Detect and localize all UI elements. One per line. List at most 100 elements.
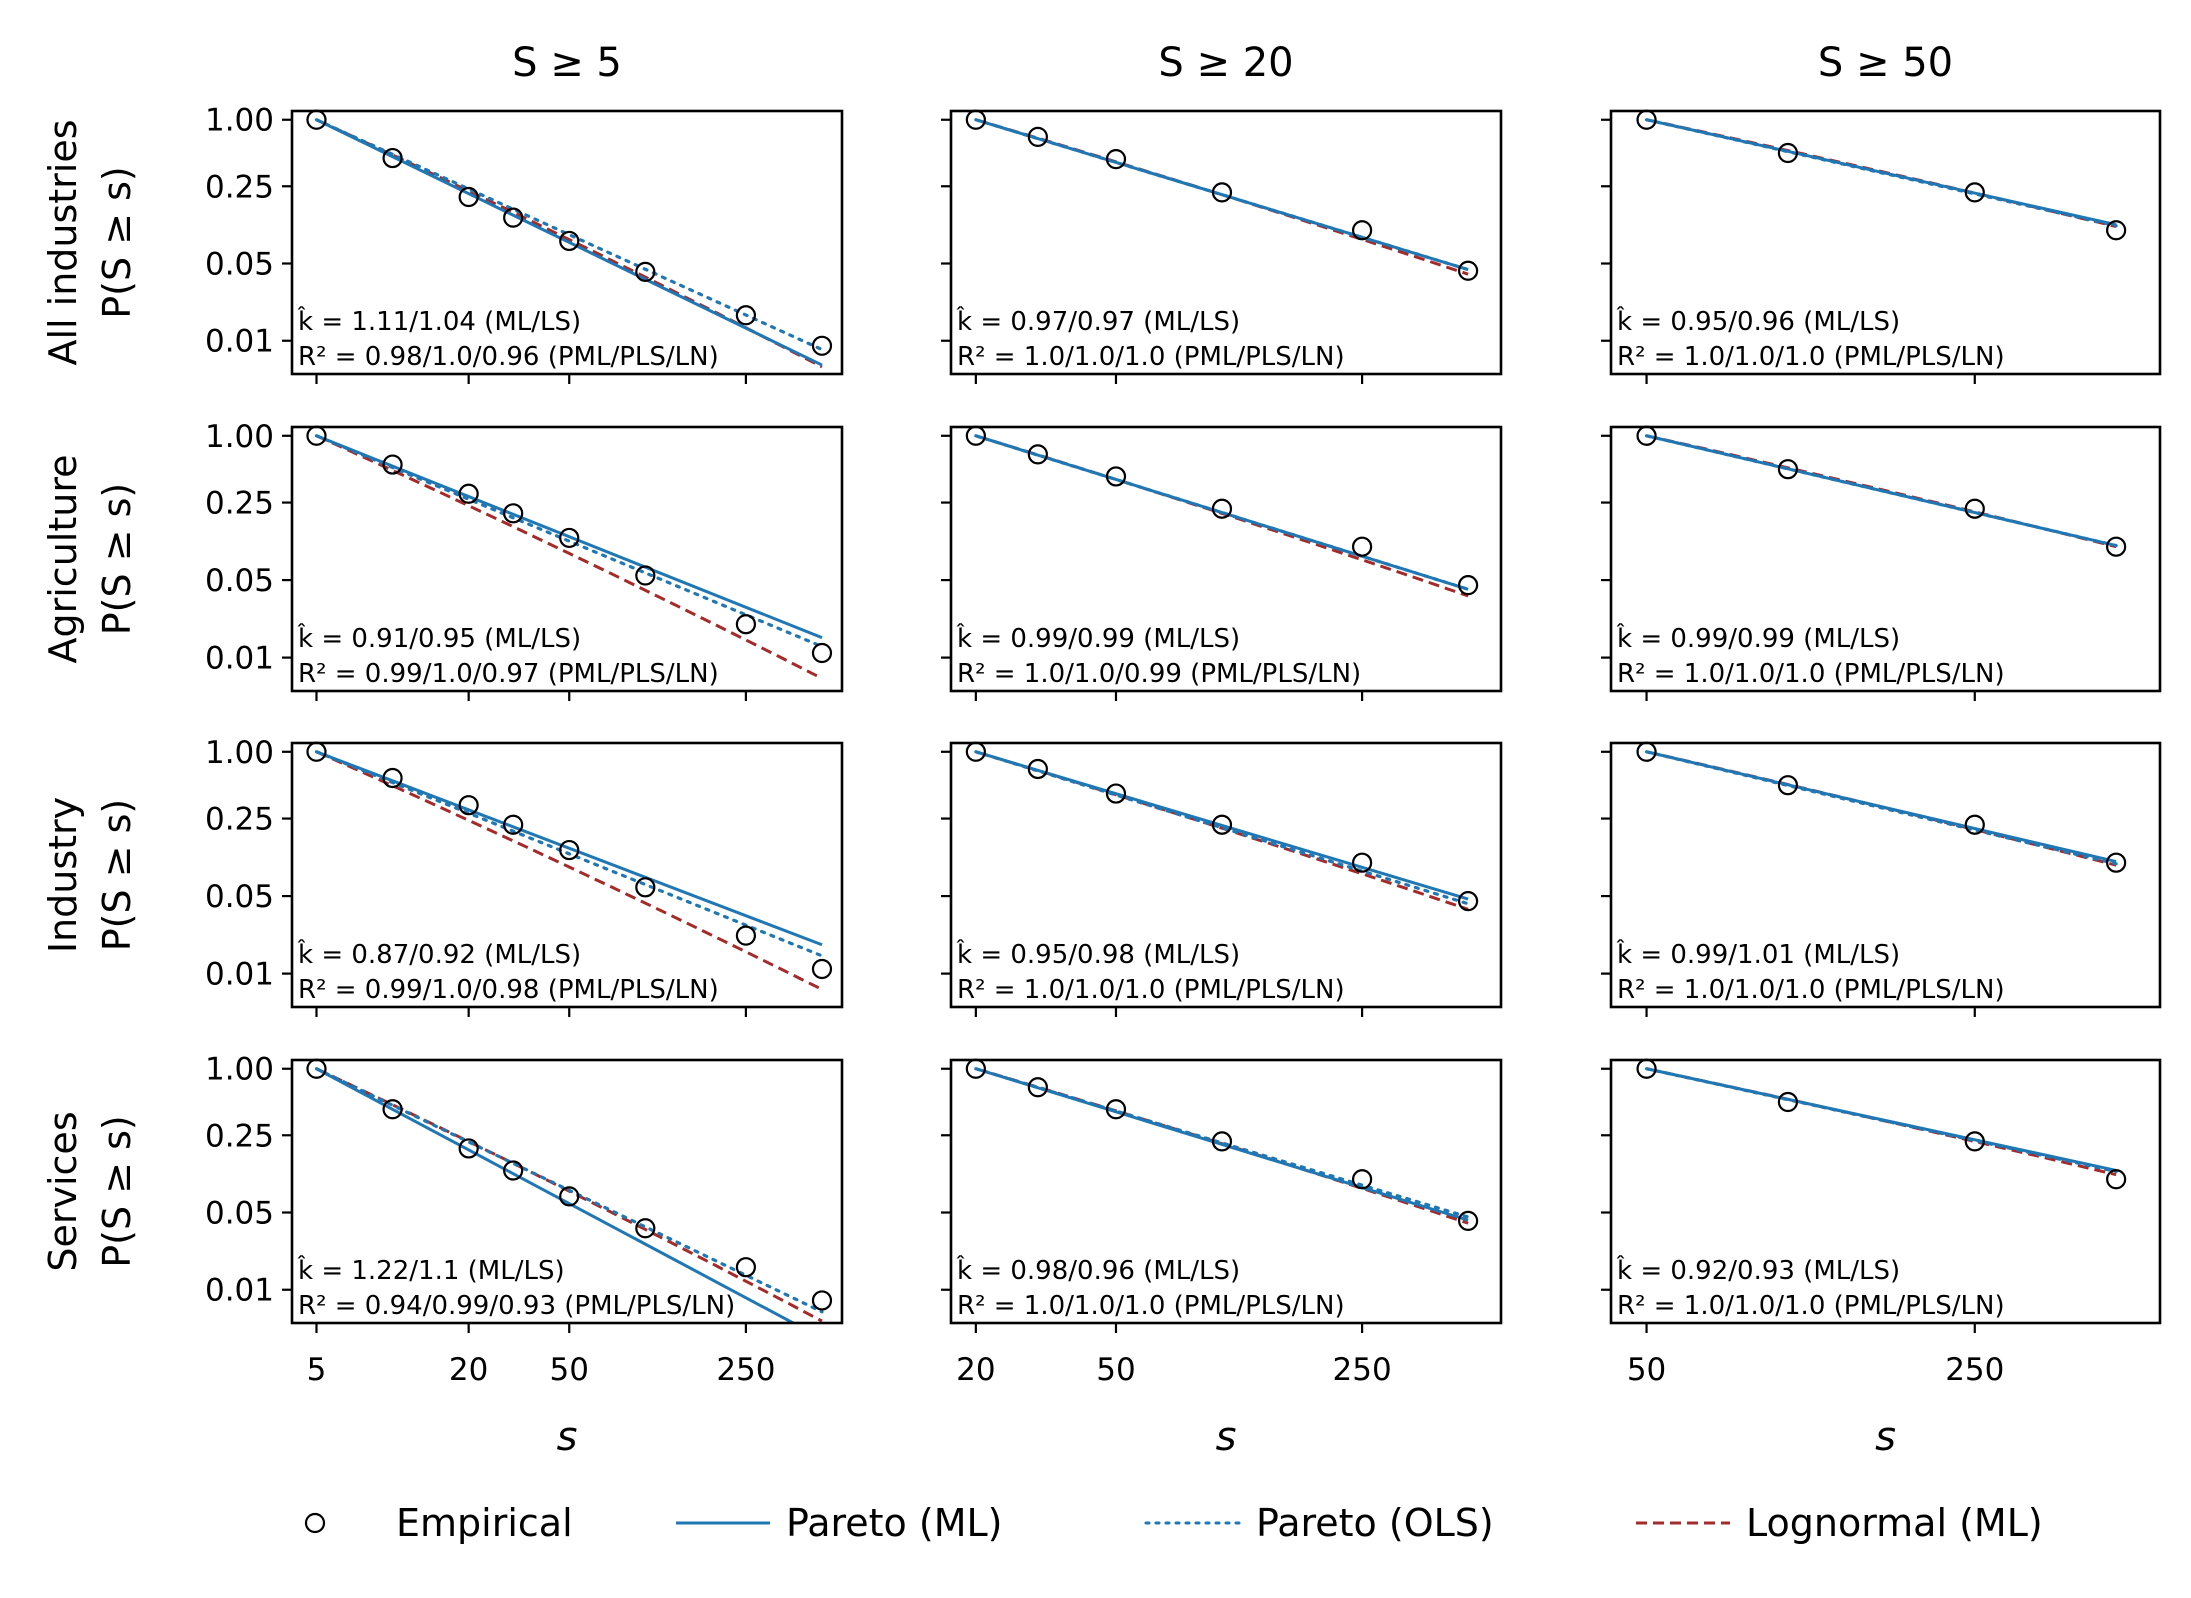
- legend-item-lognormal-ml: Lognormal (ML): [1636, 1501, 2043, 1545]
- pareto-ols-line: [974, 434, 1470, 591]
- empirical-point: [2106, 852, 2127, 873]
- panel-industry-col1: 1.00 0.25 0.05 0.01 k̂ = 0.87/0.92 (ML/LS) R²…: [205, 735, 844, 1017]
- x-tick-label: 20: [449, 1352, 488, 1388]
- annotation-r2: R² = 0.98/1.0/0.96 (PML/PLS/LN): [298, 342, 719, 372]
- empirical-point: [735, 614, 757, 635]
- panel-plot-area: [974, 118, 1470, 276]
- annotation-k: k̂ = 0.91/0.95 (ML/LS): [297, 622, 581, 654]
- pareto-ols-line: [974, 750, 1470, 906]
- lognormal-ml-line: [315, 434, 823, 680]
- empirical-point: [2106, 536, 2127, 557]
- empirical-point: [1964, 1131, 1985, 1152]
- empirical-point: [559, 527, 580, 549]
- pareto-ols-line: [974, 118, 1470, 272]
- annotation-r2: R² = 1.0/1.0/1.0 (PML/PLS/LN): [957, 1291, 1345, 1321]
- panel-plot-area: [1644, 434, 2118, 549]
- panel-services-col3: 50 250 k̂ = 0.92/0.93 (ML/LS) R² = 1.0/1.0/…: [1601, 1058, 2162, 1388]
- panel-agriculture-col3: k̂ = 0.99/0.99 (ML/LS) R² = 1.0/1.0/1.0 (…: [1601, 425, 2162, 701]
- pareto-ols-line: [314, 434, 824, 649]
- empirical-point: [1964, 814, 1985, 835]
- empirical-point: [1777, 775, 1799, 796]
- empirical-point: [503, 207, 524, 228]
- x-tick-label: 250: [1945, 1352, 2004, 1388]
- empirical-point: [382, 147, 403, 169]
- legend-label: Pareto (OLS): [1256, 1501, 1494, 1545]
- x-axis-label: s: [1216, 1414, 1237, 1460]
- annotation-k: k̂ = 1.11/1.04 (ML/LS): [297, 305, 581, 337]
- annotation-k: k̂ = 0.87/0.92 (ML/LS): [297, 938, 581, 970]
- row-title: All industries: [41, 119, 85, 365]
- row-title: Services: [41, 1111, 85, 1271]
- y-tick-label: 0.25: [205, 1118, 274, 1154]
- empirical-point: [635, 877, 656, 898]
- empirical-point: [1105, 466, 1127, 487]
- annotation-r2: R² = 0.94/0.99/0.93 (PML/PLS/LN): [298, 1291, 735, 1321]
- empirical-point: [811, 958, 833, 980]
- empirical-point: [1777, 459, 1799, 480]
- empirical-point: [1105, 1099, 1127, 1120]
- empirical-point: [1458, 1210, 1479, 1231]
- x-tick-label: 50: [1627, 1352, 1666, 1388]
- empirical-point: [811, 1290, 833, 1311]
- pareto-ml-line: [975, 118, 1469, 272]
- column-title: S ≥ 50: [1818, 40, 1953, 86]
- y-tick-label: 0.05: [205, 563, 274, 599]
- y-axis-label: P(S ≥ s): [95, 166, 139, 318]
- empirical-point: [1105, 149, 1127, 170]
- panel-frame: [949, 425, 1503, 693]
- panel-all-industries-col1: 1.00 0.25 0.05 0.01 k̂ = 1.11/1.04 (ML/LS) R²…: [205, 103, 844, 384]
- panel-industry-col2: k̂ = 0.95/0.98 (ML/LS) R² = 1.0/1.0/1.0 (…: [941, 741, 1503, 1017]
- empirical-point: [1105, 783, 1127, 804]
- annotation-r2: R² = 1.0/1.0/1.0 (PML/PLS/LN): [1617, 342, 2005, 372]
- empirical-point: [1027, 126, 1048, 147]
- panel-plot-area: [1644, 1067, 2118, 1177]
- annotation-r2: R² = 1.0/1.0/1.0 (PML/PLS/LN): [1617, 659, 2005, 689]
- legend-label: Empirical: [396, 1501, 573, 1545]
- row-title: Agriculture: [41, 455, 85, 664]
- empirical-point: [1211, 498, 1233, 519]
- empirical-point: [1964, 498, 1985, 519]
- empirical-point: [503, 814, 524, 835]
- y-tick-label: 0.05: [205, 1196, 274, 1232]
- empirical-point: [458, 483, 479, 504]
- empirical-point: [458, 795, 479, 816]
- empirical-point: [1458, 575, 1479, 596]
- empirical-point: [735, 925, 757, 946]
- empirical-point: [1352, 1169, 1373, 1190]
- y-tick-label: 0.25: [205, 802, 274, 838]
- annotation-k: k̂ = 0.95/0.96 (ML/LS): [1616, 305, 1900, 337]
- y-tick-label: 0.25: [205, 486, 274, 522]
- empirical-point: [635, 261, 656, 282]
- empirical-point: [2106, 220, 2127, 241]
- empirical-point: [635, 565, 656, 586]
- annotation-k: k̂ = 1.22/1.1 (ML/LS): [297, 1254, 565, 1286]
- annotation-k: k̂ = 0.97/0.97 (ML/LS): [956, 305, 1240, 337]
- pareto-ols-line: [1644, 750, 2118, 866]
- annotation-r2: R² = 1.0/1.0/0.99 (PML/PLS/LN): [957, 659, 1361, 689]
- y-tick-label: 0.05: [205, 879, 274, 915]
- y-tick-label: 0.25: [205, 169, 274, 205]
- legend-item-pareto-ols: Pareto (OLS): [1144, 1501, 1494, 1545]
- empirical-point: [559, 839, 580, 861]
- empirical-point: [382, 767, 403, 789]
- x-tick-label: 250: [716, 1352, 775, 1388]
- panel-frame: [949, 741, 1503, 1009]
- annotation-k: k̂ = 0.99/0.99 (ML/LS): [1616, 622, 1900, 654]
- x-axis-label: s: [557, 1414, 578, 1460]
- empirical-point: [1352, 220, 1373, 241]
- panel-agriculture-col1: 1.00 0.25 0.05 0.01 k̂ = 0.91/0.95 (ML/LS) R²…: [205, 419, 844, 701]
- empirical-point: [1777, 1091, 1799, 1113]
- x-tick-label: 20: [956, 1352, 995, 1388]
- legend: Empirical Pareto (ML) Pareto (OLS) Lognorma…: [304, 1501, 2043, 1545]
- y-tick-label: 0.05: [205, 247, 274, 283]
- y-tick-label: 1.00: [205, 1052, 274, 1088]
- empirical-point: [382, 454, 403, 475]
- row-title: Industry: [41, 797, 85, 953]
- y-axis-label: P(S ≥ s): [95, 1115, 139, 1267]
- annotation-r2: R² = 0.99/1.0/0.97 (PML/PLS/LN): [298, 659, 719, 689]
- x-tick-label: 50: [1096, 1352, 1135, 1388]
- pareto-ols-line: [974, 1067, 1470, 1219]
- annotation-k: k̂ = 0.99/0.99 (ML/LS): [956, 622, 1240, 654]
